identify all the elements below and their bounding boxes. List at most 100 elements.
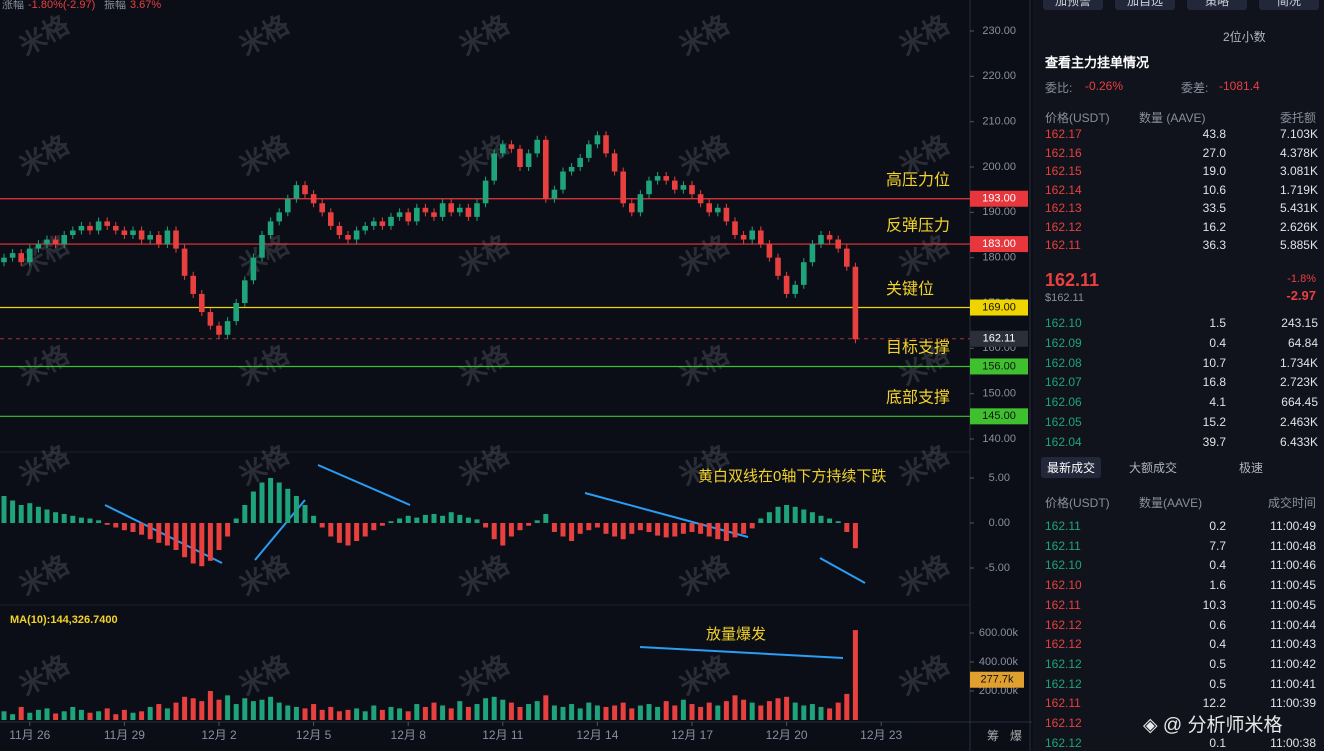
book-price: 162.13 [1045,201,1082,215]
candle [78,225,85,231]
trade-cell: 11:00:45 [1270,578,1316,593]
tab[interactable]: 最新成交 [1041,457,1102,478]
level-label: 145.00 [982,410,1016,422]
book-qty: 1.5 [1209,316,1226,330]
trade-cell: 162.11 [1045,696,1081,711]
trade-cell: 11:00:41 [1270,676,1316,691]
candle [147,235,153,240]
volume-bar [620,702,626,720]
panel-button[interactable]: 加预警 [1043,0,1103,10]
macd-bar [379,523,385,526]
macd-bar [259,482,265,523]
volume-bar [741,699,747,720]
x-tick-label: 12月 5 [296,728,332,742]
macd-bar [465,517,471,523]
candle [52,239,59,245]
candle [362,225,368,231]
volume-bar [53,713,59,720]
candle [328,212,334,226]
volume-bar [534,701,540,720]
macd-bar [190,523,196,564]
book-title[interactable]: 查看主力挂单情况 [1045,55,1150,70]
ratio-value: -0.26% [1085,79,1124,93]
candle [801,262,807,285]
y-tick-label: 220.00 [982,70,1016,82]
macd-bar [345,523,351,546]
book-header: 数量 (AAVE) [1139,111,1206,125]
book-header: 委托额 [1279,111,1316,125]
macd-bar [569,523,575,541]
tab[interactable]: 大额成交 [1129,461,1178,475]
volume-current-label: 277.7k [980,674,1014,686]
macd-bar [27,503,33,523]
candle [27,248,33,263]
candle [173,230,179,249]
panel-button[interactable]: 策略 [1187,0,1247,10]
y-tick-label: 230.00 [982,25,1016,37]
tab[interactable]: 极速 [1239,461,1264,475]
y-tick-label: 200.00 [982,161,1016,173]
candle [465,207,472,217]
candle [517,148,523,167]
panel-button[interactable]: 加自选 [1115,0,1175,10]
candle [233,303,239,322]
arrow [639,646,844,659]
candle [663,176,669,181]
volume-bar [345,709,351,720]
arrow [819,557,866,584]
macd-bar [586,523,592,531]
book-price: 162.06 [1045,395,1082,410]
candle [611,153,618,172]
macd-bar [551,523,557,532]
volume-bar [207,691,213,720]
candle [775,257,781,276]
candle [319,203,325,213]
candle [293,185,300,199]
macd-bar [250,491,256,523]
macd-bar [517,523,523,531]
candle [500,144,506,154]
macd-tick-label: 0.00 [989,517,1010,529]
volume-bar [706,702,712,720]
candle [568,167,575,172]
volume-bar [10,714,16,720]
candle [310,194,317,204]
mid-change: -2.97 [1286,288,1316,303]
candle [130,230,136,235]
level-label: 193.00 [982,193,1016,205]
trade-cell: 0.2 [1209,519,1226,533]
volume-bar [508,702,514,720]
candle [1,257,7,263]
volume-bar [1,711,7,720]
candle [224,321,231,335]
trade-cell: 162.12 [1045,656,1082,671]
panel-button[interactable]: 简况 [1259,0,1319,10]
volume-bar [293,706,299,720]
trade-cell: 0.4 [1209,637,1226,652]
macd-bar [319,523,325,528]
trade-cell: 11:00:48 [1270,538,1316,553]
precision-select[interactable]: 2位小数 [1223,30,1266,44]
macd-bar [10,500,16,523]
trade-cell: 11:00:46 [1270,558,1316,573]
candle [35,244,42,249]
volume-bar [784,696,790,720]
level-label: 183.00 [982,238,1016,250]
candle [259,235,265,258]
macd-bar [431,514,437,523]
macd-bar [629,523,635,534]
book-qty: 39.7 [1202,434,1226,449]
candle [276,212,282,222]
candle [629,203,635,213]
macd-tick-label: -5.00 [985,562,1010,574]
book-amount: 664.45 [1281,395,1318,410]
candle [113,225,119,231]
macd-bar [130,523,136,532]
book-qty: 4.1 [1209,395,1226,410]
macd-bar [620,523,626,540]
candle [405,212,411,222]
candle [250,257,257,281]
level-label: 156.00 [982,360,1016,372]
macd-bar [285,488,291,523]
